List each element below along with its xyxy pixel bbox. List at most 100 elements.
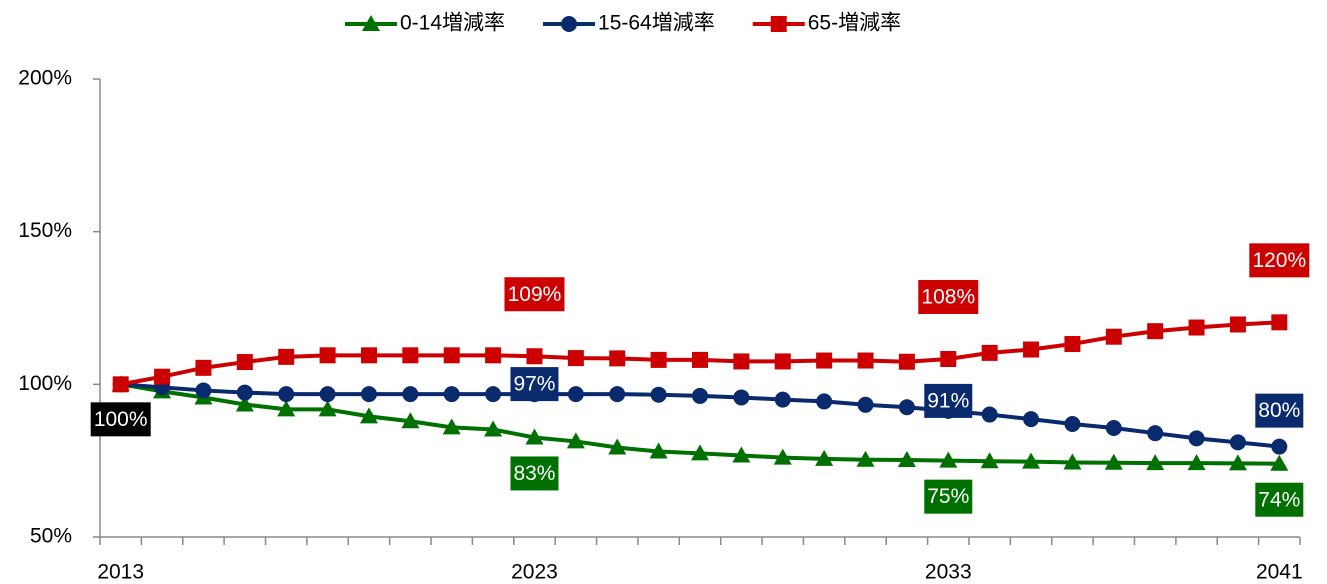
point [939, 451, 958, 468]
data-label-box [510, 456, 559, 491]
legend-label: 65-増減率 [808, 12, 901, 35]
point [692, 387, 708, 404]
point [732, 446, 751, 463]
data-label: 74% [1255, 482, 1304, 517]
y-tick-label: 200% [18, 67, 72, 90]
point [1023, 341, 1040, 358]
point [236, 354, 253, 371]
point [733, 389, 750, 406]
data-label-text: 75% [927, 485, 969, 508]
point [443, 347, 460, 364]
point [567, 386, 584, 403]
data-label: 108% [918, 279, 979, 314]
data-label: 109% [504, 277, 565, 312]
point [609, 386, 626, 403]
point [318, 400, 337, 417]
legend-label: 0-14増減率 [400, 12, 505, 35]
point [484, 420, 503, 437]
point [981, 344, 998, 361]
point [278, 348, 295, 365]
x-tick-label: 2013 [97, 561, 144, 584]
point [278, 386, 295, 403]
point [1063, 453, 1082, 470]
point [485, 386, 502, 403]
point [770, 16, 787, 32]
data-label: 80% [1255, 393, 1304, 428]
point [526, 348, 543, 365]
point [154, 368, 171, 385]
data-label-text: 120% [1252, 249, 1306, 272]
point [609, 350, 626, 367]
point [402, 347, 419, 364]
data-label-box [918, 279, 979, 314]
point [1022, 452, 1041, 469]
point [1147, 323, 1164, 340]
point [1188, 319, 1205, 336]
point [525, 428, 544, 445]
data-label-text: 100% [94, 408, 148, 431]
point [774, 353, 791, 370]
point [898, 353, 915, 370]
point [774, 391, 791, 408]
point [236, 384, 253, 401]
point [1229, 434, 1246, 451]
point [857, 352, 874, 369]
point [1104, 453, 1123, 470]
point [443, 386, 460, 403]
data-label-text: 108% [921, 286, 975, 309]
point [650, 351, 667, 368]
point [856, 450, 875, 467]
point [1023, 411, 1040, 428]
point [319, 347, 336, 364]
point [112, 376, 129, 393]
point [816, 352, 833, 369]
point [195, 382, 212, 399]
data-label-text: 83% [513, 462, 555, 485]
point [1105, 419, 1122, 436]
data-label-text: 74% [1258, 488, 1300, 511]
y-tick-label: 100% [18, 372, 72, 395]
point [692, 351, 708, 368]
point [277, 400, 296, 417]
data-label-box [90, 402, 151, 437]
point [1229, 316, 1246, 333]
data-label: 91% [924, 383, 973, 418]
point [360, 347, 377, 364]
point [319, 386, 336, 403]
x-tick-label: 2023 [511, 561, 558, 584]
legend-label: 15-64増減率 [598, 12, 715, 35]
data-label-box [1255, 482, 1304, 517]
x-tick-label: 2033 [925, 561, 972, 584]
point [733, 353, 750, 370]
point [402, 386, 419, 403]
point [1105, 328, 1122, 345]
point [940, 350, 957, 367]
point [1271, 438, 1288, 455]
point [1064, 416, 1081, 433]
point [359, 407, 378, 424]
data-label-box [510, 367, 559, 402]
point [1228, 454, 1247, 471]
point [195, 359, 212, 376]
data-label-box [924, 383, 973, 418]
point [1147, 425, 1164, 442]
point [1146, 454, 1165, 471]
point [608, 438, 627, 455]
data-label-text: 109% [508, 283, 562, 306]
point [1270, 454, 1289, 471]
x-tick-label: 2041 [1256, 561, 1303, 584]
data-label-box [924, 479, 973, 514]
point [442, 418, 461, 435]
point [981, 406, 998, 423]
point [649, 442, 668, 459]
data-label: 83% [510, 456, 559, 491]
data-label: 97% [510, 367, 559, 402]
data-label-box [1255, 393, 1304, 428]
point [561, 16, 578, 32]
y-tick-label: 150% [18, 219, 72, 242]
point [1188, 430, 1205, 447]
point [485, 347, 502, 364]
data-label-text: 80% [1258, 399, 1300, 422]
point [773, 448, 792, 465]
